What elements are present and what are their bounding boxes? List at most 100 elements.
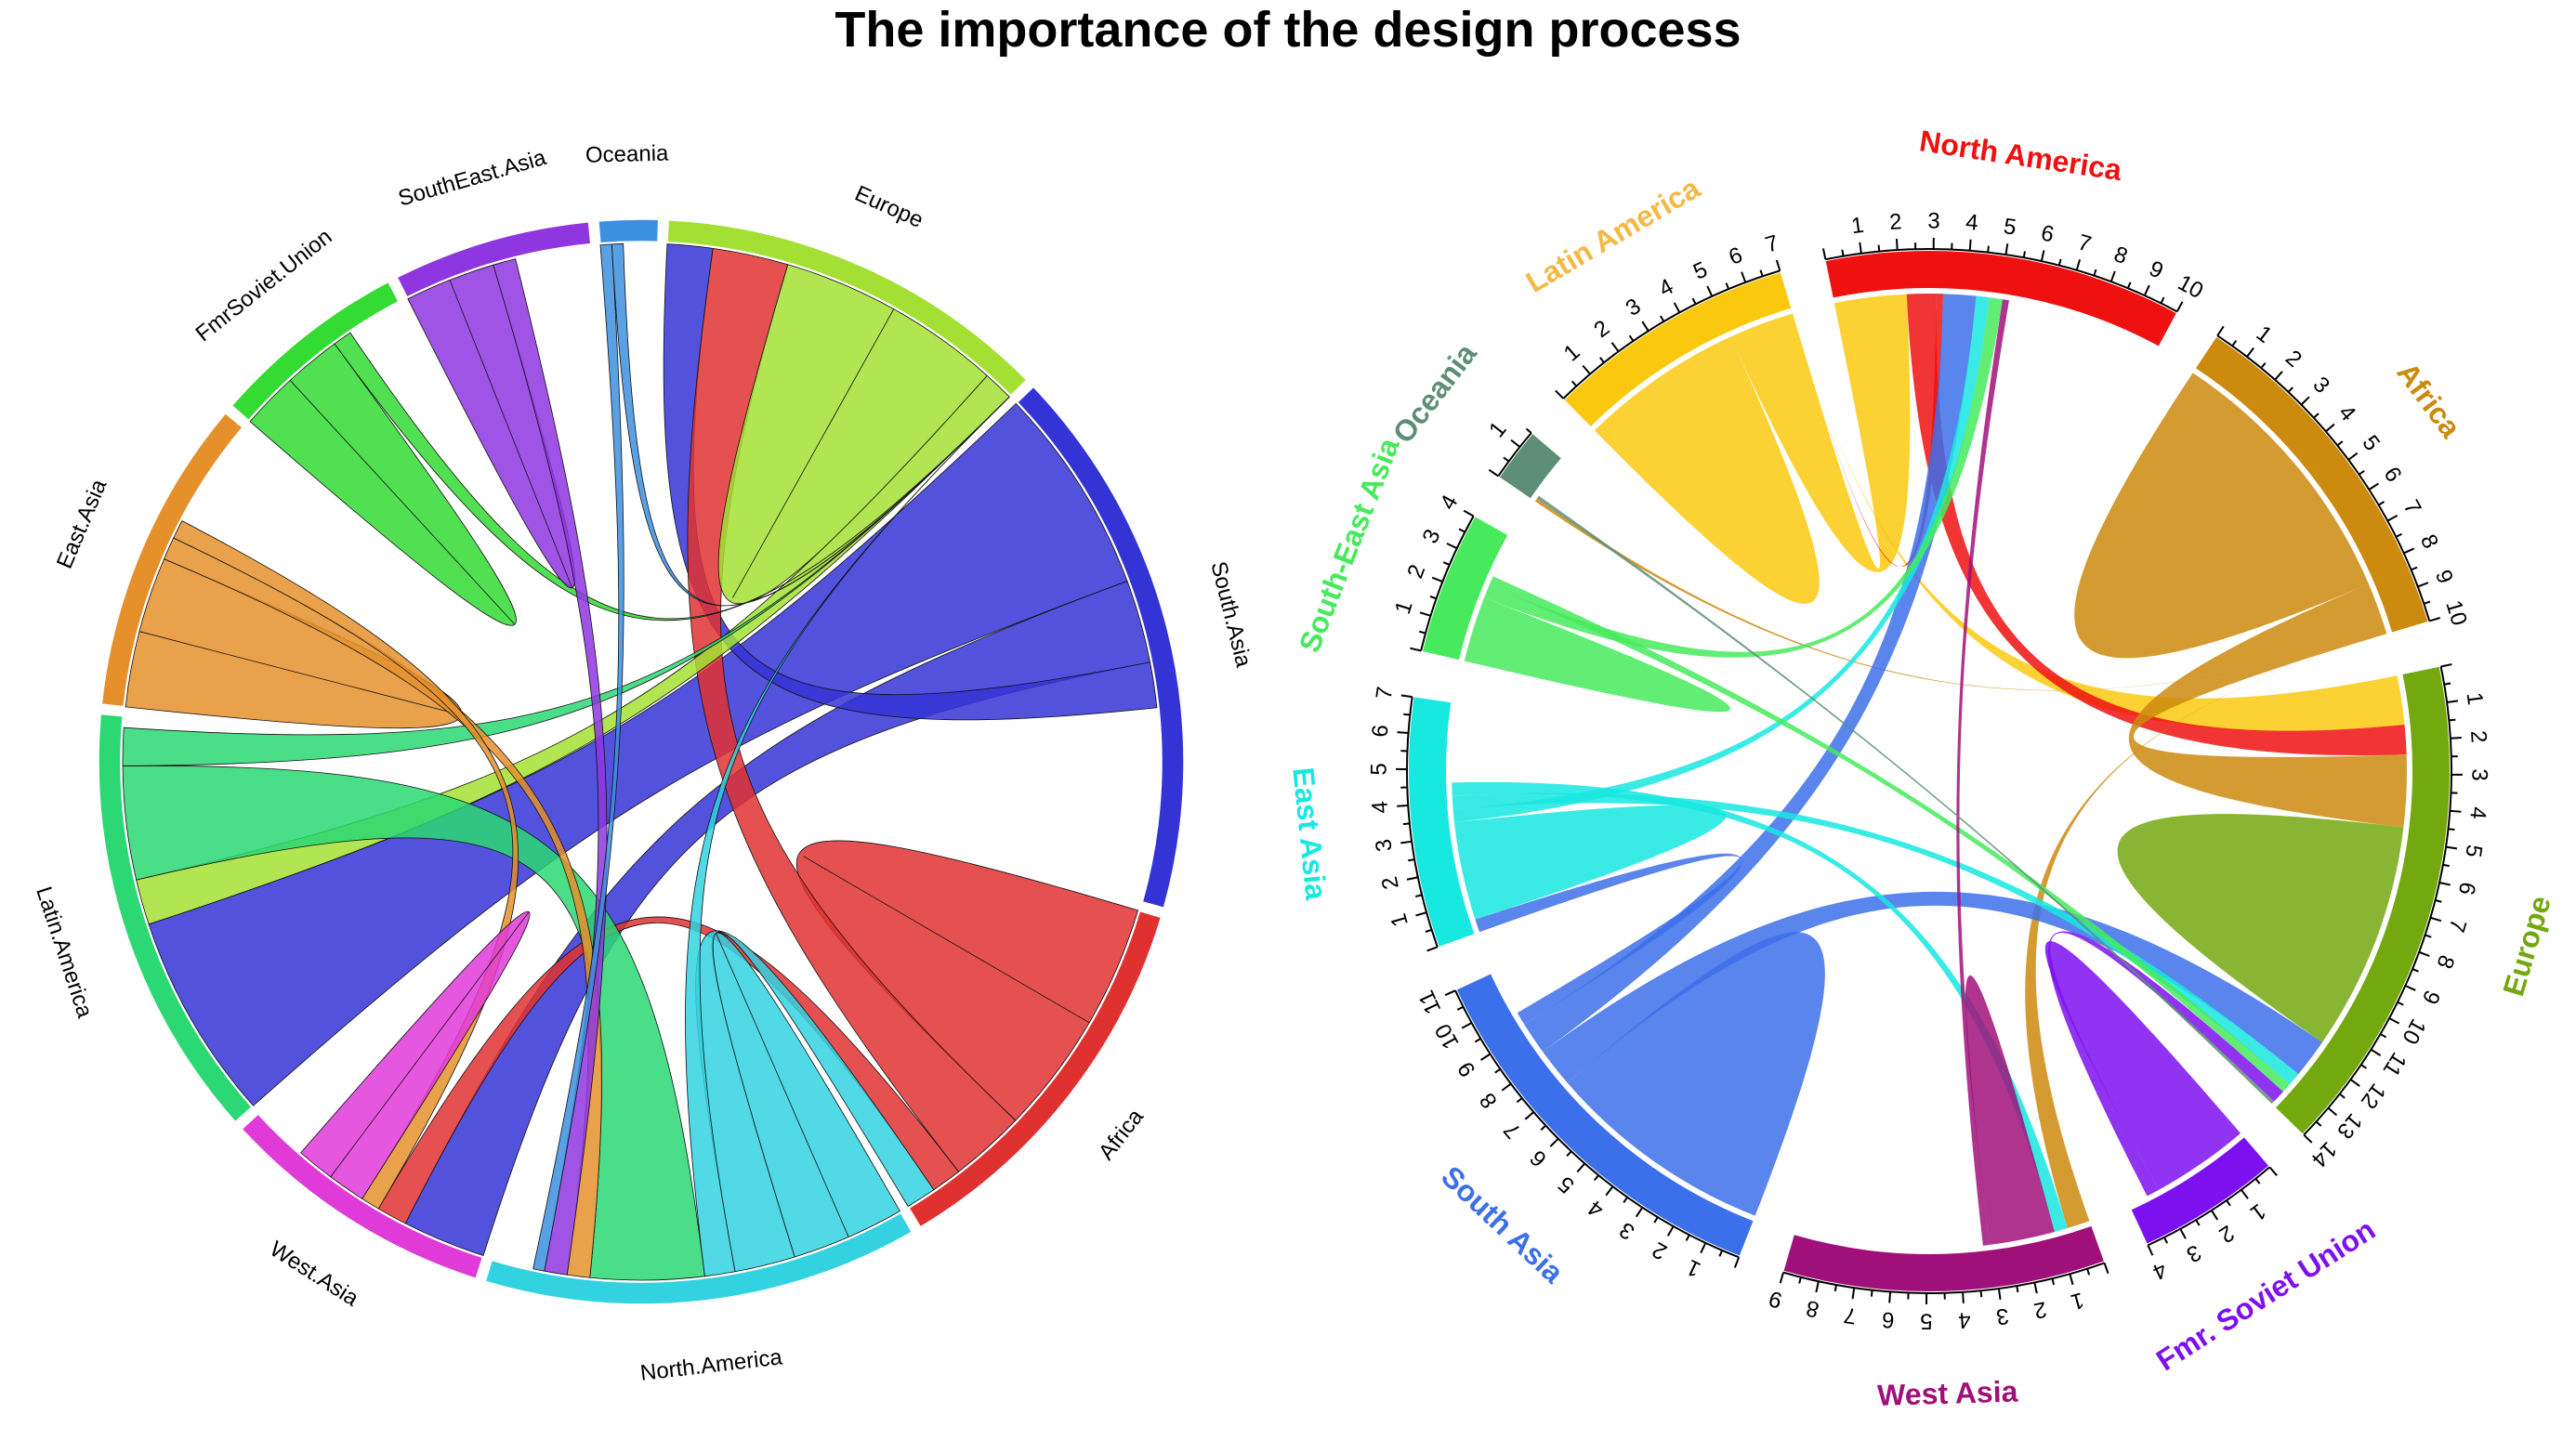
tick-label: 3 [1418, 526, 1446, 548]
tick-mark [1962, 1291, 1965, 1303]
tick-label: 3 [1615, 1217, 1639, 1245]
tick-label: 5 [1554, 1171, 1580, 1198]
tick-mark [2179, 1228, 2187, 1239]
tick-label: 7 [1499, 1118, 1526, 1144]
tick-mark [1815, 1281, 1820, 1293]
tick-mark [2339, 1093, 2346, 1099]
tick-label: 8 [1804, 1295, 1821, 1322]
tick-mark [1870, 1289, 1873, 1297]
sector-label-south-asia: South Asia [1435, 1159, 1571, 1289]
tick-mark [1429, 596, 1437, 600]
tick-label: 1 [1559, 339, 1585, 366]
tick-label: 4 [2464, 805, 2491, 819]
tick-mark [2370, 1048, 2382, 1056]
tick-mark [1397, 804, 1409, 807]
chord-sector-arcs [1409, 251, 2450, 1291]
sector-label-west-asia: West.Asia [265, 1237, 363, 1312]
sector-label-south-asia: South.Asia [1205, 559, 1256, 671]
tick-label: 2 [2465, 729, 2491, 743]
tick-label: 3 [1927, 208, 1940, 233]
chord-fmr-soviet-union-to-fmr-soviet-union [2044, 941, 2241, 1190]
tick-mark [1555, 389, 1564, 399]
tick-label: 8 [2110, 242, 2131, 269]
sector-arc-east-asia [100, 412, 244, 708]
tick-label: 2 [2215, 1220, 2239, 1248]
tick-mark [1741, 271, 1747, 283]
tick-mark [2347, 452, 2359, 461]
tick-mark [1851, 1288, 1856, 1300]
chord-africa-to-africa [2074, 373, 2369, 659]
tick-mark [1673, 302, 1681, 313]
tick-mark [2378, 501, 2385, 506]
tick-mark [1501, 1082, 1512, 1092]
tick-mark [1402, 822, 1410, 826]
tick-mark [2313, 412, 2320, 419]
tick-label: 13 [2332, 1108, 2367, 1144]
tick-label: 1 [1683, 1254, 1705, 1282]
tick-mark [2147, 1244, 2154, 1256]
tick-label: 2 [1649, 1237, 1672, 1264]
tick-mark [1415, 894, 1423, 897]
chord-south-east-asia-to-south-east-asia [1464, 597, 1730, 713]
sector-arc-southeast-asia [396, 220, 592, 298]
tick-label: 8 [2431, 951, 2459, 972]
sector-label-europe: Europe [2496, 892, 2557, 1000]
tick-mark [1474, 1038, 1481, 1043]
tick-mark [1494, 1067, 1502, 1074]
tick-mark [1458, 528, 1465, 533]
tick-mark [2315, 1120, 2322, 1127]
chord-latin-america-to-latin-america [1594, 336, 1820, 604]
sector-inner-line-west-asia [1794, 1222, 2091, 1251]
tick-mark [2358, 469, 2365, 476]
chord-south-asia-to-europe [663, 243, 1158, 721]
tick-label: 4 [1435, 491, 1463, 514]
tick-label: 3 [1622, 294, 1646, 321]
tick-label: 9 [2146, 256, 2167, 284]
sector-label-europe: Europe [851, 181, 927, 233]
sector-arc-europe [2276, 666, 2450, 1134]
tick-label: 4 [1367, 800, 1393, 814]
tick-label: 1 [2245, 1198, 2270, 1226]
sector-inner-line-europe [2272, 674, 2410, 1106]
tick-label: 5 [2002, 214, 2017, 241]
sector-inner-line-south-asia [1492, 972, 1755, 1219]
chord-west-asia-to-west-asia [1965, 975, 2055, 1245]
axis-line-south-east-asia [1420, 515, 1475, 651]
tick-label: 9 [2430, 567, 2458, 587]
sector-inner-line-east-asia [1449, 702, 1479, 934]
tick-mark [2051, 1277, 2056, 1286]
tick-mark [1425, 928, 1432, 933]
tick-mark [1841, 249, 1845, 256]
tick-mark [1700, 1242, 1707, 1254]
sector-label-north-america: North America [1917, 124, 2123, 187]
tick-mark [2438, 882, 2451, 886]
tick-mark [1968, 239, 1972, 251]
tick-label: 6 [1368, 724, 1394, 738]
tick-label: 3 [2466, 768, 2491, 781]
tick-label: 8 [1475, 1088, 1503, 1113]
tick-mark [2260, 362, 2267, 369]
tick-mark [2360, 1064, 2368, 1069]
tick-mark [1859, 242, 1862, 254]
sector-label-africa: Africa [1094, 1104, 1149, 1165]
chord-latin-america-to-north-america [122, 765, 705, 1281]
tick-mark [2226, 1199, 2231, 1207]
sector-arc-west-asia [1783, 1225, 2104, 1291]
tick-mark [1418, 630, 1426, 635]
sector-arc-latin-america [1564, 272, 1792, 426]
sector-label-west-asia: West Asia [1877, 1374, 2018, 1411]
tick-mark [2395, 532, 2402, 538]
tick-mark [1525, 427, 1532, 434]
chord-oceania-to-europe [611, 242, 1010, 607]
tick-mark [2268, 1166, 2278, 1176]
tick-mark [2368, 482, 2379, 491]
tick-label: 7 [2398, 496, 2425, 519]
tick-label: 5 [1920, 1308, 1933, 1333]
tick-mark [1549, 1137, 1559, 1147]
tick-mark [2210, 1210, 2219, 1221]
tick-label: 1 [1390, 598, 1418, 618]
sector-arc-fmr-soviet-union [2131, 1137, 2269, 1244]
axis-line-latin-america [1562, 269, 1781, 399]
tick-mark [1628, 334, 1635, 342]
